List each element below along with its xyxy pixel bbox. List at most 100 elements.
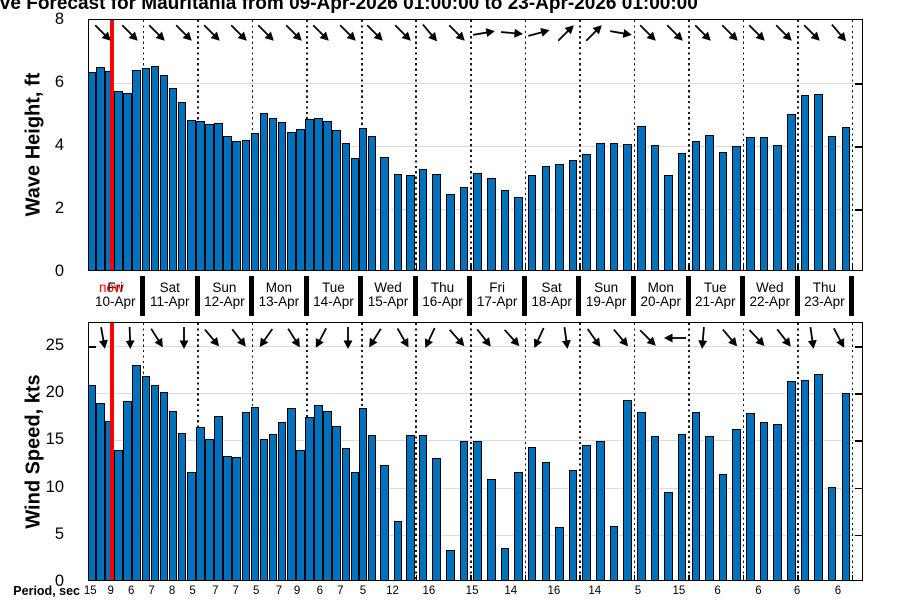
x-tick — [851, 265, 854, 270]
direction-arrow — [522, 323, 557, 355]
day-dow: Thu — [430, 280, 455, 295]
day-dow: Fri — [489, 280, 505, 295]
wind_speed-bar — [514, 472, 523, 580]
wind_speed-bar — [367, 434, 377, 580]
period-value: 9 — [293, 585, 301, 597]
wave-height-chart — [88, 18, 863, 271]
wind_speed-bar — [555, 527, 564, 580]
wind_speed-bar — [150, 384, 160, 580]
wind_speed-bar — [541, 462, 551, 580]
wave_height-bar — [250, 133, 260, 271]
direction-arrow — [552, 323, 581, 352]
direction-arrow — [89, 19, 121, 50]
wind_speed-bar — [232, 457, 241, 580]
wave_height-bar — [332, 130, 341, 271]
day-date: 12-Apr — [204, 294, 245, 309]
day-dow: Wed — [374, 280, 402, 295]
day-dow: Thu — [812, 280, 836, 295]
wind_speed-bar — [380, 464, 389, 580]
wave_height-bar — [459, 186, 469, 271]
wind_speed-bar — [500, 548, 510, 580]
wind_speed-bar — [159, 392, 169, 580]
day-date: 13-Apr — [258, 294, 300, 309]
wave_height-bar — [759, 137, 769, 271]
wind_speed-bar — [177, 432, 187, 580]
day-boundary-line — [851, 323, 854, 580]
wave_height-bar — [500, 190, 510, 271]
x-tick — [579, 575, 581, 580]
direction-arrow — [606, 19, 636, 47]
day-date: 11-Apr — [150, 294, 190, 309]
x-tick — [851, 575, 854, 580]
wind-ytick-label: 15 — [45, 430, 64, 449]
wave_height-bar — [814, 94, 823, 271]
y-tick — [855, 83, 862, 85]
direction-arrow — [739, 19, 776, 50]
day-boundary-line — [524, 19, 527, 270]
direction-arrow — [662, 325, 688, 351]
period-value: 6 — [755, 585, 762, 597]
period-value: 7 — [232, 585, 239, 597]
wave-ytick-label: 4 — [54, 136, 64, 154]
day-dow: Tue — [322, 280, 345, 295]
wave_height-bar — [446, 194, 455, 271]
wave_height-bar — [841, 127, 851, 271]
wind_speed-bar — [277, 422, 287, 580]
period-value: 16 — [422, 585, 436, 597]
wind-ytick-label: 10 — [45, 477, 64, 496]
wind_speed-bar — [268, 433, 278, 580]
day-date: 16-Apr — [422, 294, 463, 309]
day-divider — [630, 276, 636, 316]
wind_speed-bar — [250, 407, 260, 580]
day-label-row: Fri 10-Apr Sat 11-Apr Sun 12-Apr Mon 13-Apr Tue 1… — [88, 271, 863, 322]
direction-arrow — [739, 323, 776, 356]
wave_height-bar — [296, 128, 305, 271]
direction-arrow — [548, 19, 585, 50]
direction-arrow — [712, 323, 749, 356]
direction-arrow — [412, 19, 449, 50]
wind_speed-bar — [418, 434, 428, 580]
direction-arrow — [821, 323, 856, 356]
day-boundary-line — [742, 19, 745, 270]
x-tick — [742, 575, 745, 580]
grid-line — [89, 440, 862, 442]
wave_height-bar — [514, 197, 523, 271]
day-divider — [467, 276, 473, 316]
wave_height-bar — [205, 124, 214, 271]
x-tick — [470, 265, 472, 270]
wind-ytick-label: 25 — [45, 336, 64, 354]
day-divider — [194, 276, 200, 316]
wind_speed-bar — [196, 427, 205, 580]
wave_height-bar — [277, 122, 287, 271]
direction-arrow — [385, 323, 421, 356]
day-boundary-line — [470, 323, 472, 580]
direction-arrow — [439, 19, 476, 50]
day-divider — [685, 276, 691, 316]
day-date: 14-Apr — [313, 294, 354, 309]
wind_speed-bar — [732, 429, 741, 580]
wave_height-bar — [150, 65, 160, 271]
day-divider — [521, 276, 527, 316]
wind_speed-bar — [841, 393, 851, 580]
wind_speed-bar — [827, 486, 837, 580]
wave_height-bar — [487, 178, 496, 271]
wave-ytick-label: 2 — [54, 199, 64, 217]
direction-arrow — [498, 19, 526, 46]
wave_height-bar — [241, 139, 251, 271]
direction-arrow — [275, 19, 312, 50]
wind_speed-bar — [296, 449, 305, 580]
wave_height-bar — [314, 117, 323, 271]
period-value: 15 — [83, 585, 97, 597]
wind_speed-bar — [406, 434, 415, 580]
direction-arrow — [248, 19, 285, 50]
wave_height-bar — [406, 175, 415, 271]
wave_height-bar — [367, 135, 377, 271]
day-dow: Sat — [159, 280, 180, 295]
day-boundary-line — [524, 323, 527, 580]
day-divider — [412, 276, 418, 316]
wind_speed-bar — [459, 441, 469, 580]
wind-ytick-label: 20 — [45, 383, 64, 402]
direction-arrow — [302, 19, 339, 50]
day-boundary-line — [688, 19, 690, 270]
wave_height-bar — [268, 117, 278, 271]
